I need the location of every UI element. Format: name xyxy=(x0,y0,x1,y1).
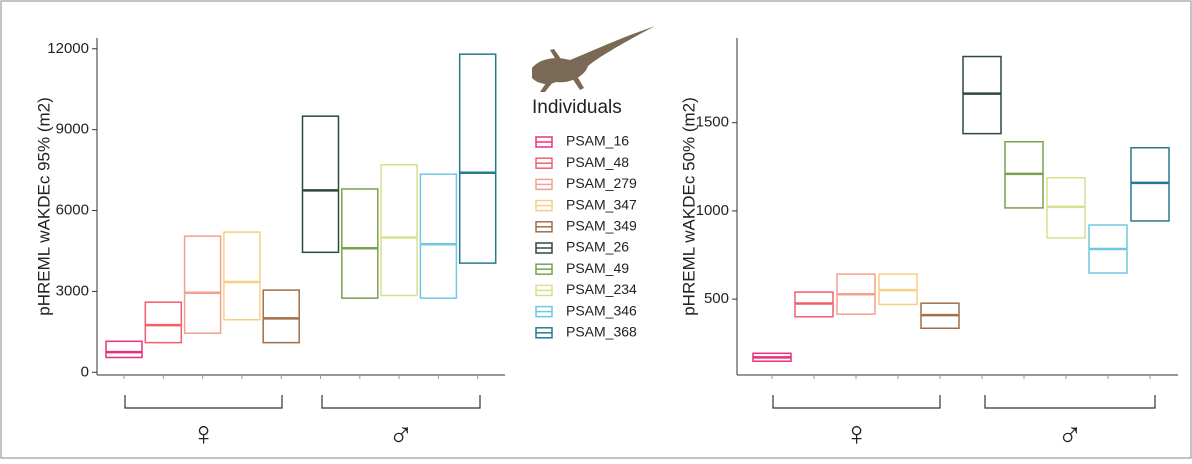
group-bracket xyxy=(321,395,481,409)
interval-box xyxy=(341,188,379,299)
group-label: ♀ xyxy=(844,415,870,453)
legend-label: PSAM_368 xyxy=(566,324,637,340)
y-tick-label: 3000 xyxy=(56,282,89,299)
y-axis-title: pHREML wAKDEc 50% (m2) xyxy=(679,97,698,316)
legend-title: Individuals xyxy=(532,97,622,118)
group-bracket xyxy=(124,395,283,409)
legend-label: PSAM_349 xyxy=(566,218,637,234)
y-tick-label: 500 xyxy=(704,290,729,307)
legend-label: PSAM_49 xyxy=(566,260,629,276)
legend-label: PSAM_347 xyxy=(566,196,637,212)
y-axis-title: pHREML wAKDEc 95% (m2) xyxy=(34,97,53,316)
interval-box xyxy=(419,173,458,299)
y-tick-label: 1500 xyxy=(696,114,729,131)
interval-box xyxy=(458,53,497,264)
interval-box xyxy=(183,235,222,334)
interval-box xyxy=(301,115,340,254)
y-tick-label: 6000 xyxy=(56,202,89,219)
interval-box xyxy=(105,340,143,359)
legend-label: PSAM_48 xyxy=(566,154,629,170)
group-bracket xyxy=(772,395,941,409)
group-label: ♀ xyxy=(191,415,217,453)
interval-box xyxy=(962,55,1002,135)
interval-box xyxy=(1130,146,1170,222)
lizard-icon xyxy=(532,26,655,92)
legend-label: PSAM_16 xyxy=(566,133,629,149)
y-tick-label: 12000 xyxy=(47,40,89,57)
y-tick-label: 0 xyxy=(81,363,89,380)
interval-box xyxy=(223,231,261,321)
y-tick-label: 1000 xyxy=(696,202,729,219)
group-bracket xyxy=(984,395,1156,409)
interval-box xyxy=(380,163,418,297)
interval-box xyxy=(144,301,183,344)
legend-label: PSAM_279 xyxy=(566,175,637,191)
group-label: ♂ xyxy=(1057,415,1083,453)
group-label: ♂ xyxy=(388,415,414,453)
legend-label: PSAM_346 xyxy=(566,302,637,318)
interval-box xyxy=(262,289,300,344)
legend-label: PSAM_234 xyxy=(566,281,637,297)
y-tick-label: 9000 xyxy=(56,121,89,138)
legend-label: PSAM_26 xyxy=(566,239,629,255)
